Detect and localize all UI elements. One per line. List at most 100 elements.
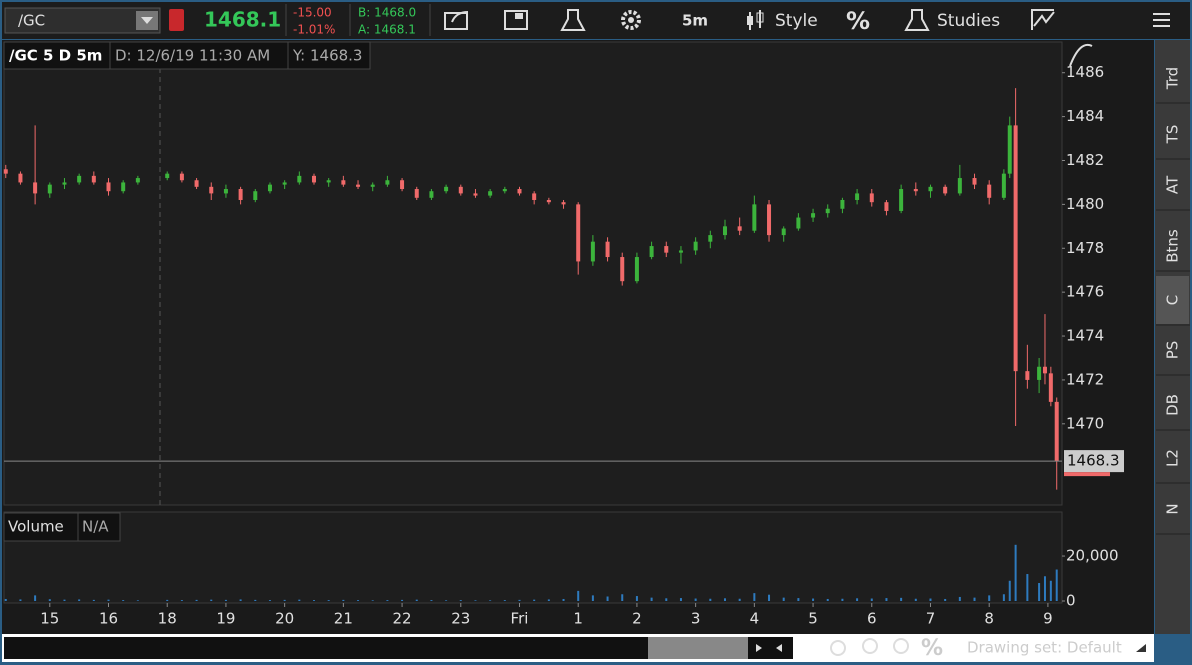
candle-body [576,204,581,262]
flask-button[interactable] [560,9,586,31]
scroll-track[interactable] [4,637,648,659]
volume-bar [679,598,682,601]
style-menu[interactable]: Style [775,11,818,31]
pane-header-box [77,512,121,542]
candle-body [223,189,228,194]
candle-body [312,175,317,183]
pane-header-box [3,512,79,542]
x-tick-label: 7 [926,610,936,628]
volume-bar [210,599,213,601]
candle-body [3,169,8,174]
volume-bar [298,599,301,601]
settings-button[interactable] [621,10,641,30]
y-tick-label: 1486 [1066,63,1104,81]
x-tick-label: 16 [99,610,118,628]
share-button[interactable] [444,11,469,30]
candle-body [209,186,214,194]
candle-body [1001,173,1006,198]
studies-icon [904,9,930,31]
sidebar-tab[interactable]: Btns [1164,229,1182,263]
x-tick-label: 18 [158,610,177,628]
menu-button[interactable] [1153,13,1170,27]
symbol-box[interactable] [4,7,161,34]
interval[interactable]: 5m [682,12,708,30]
sidebar-tab[interactable]: TS [1164,125,1182,145]
x-tick-label: 3 [691,610,701,628]
volume-bar [180,600,183,601]
toolbar [2,2,1190,39]
drawings-button[interactable] [1031,9,1055,30]
sidebar-tab[interactable]: N [1164,503,1182,514]
sidebar-tab[interactable]: Trd [1164,67,1182,90]
candle-body [884,202,889,211]
scroll-arrows[interactable] [748,637,793,659]
candle-body [781,228,786,236]
candle-body [913,189,918,192]
volume-bar [797,598,800,601]
candle-body [1042,366,1047,374]
last-price-label: 1468.3 [1067,452,1120,470]
volume-bar [63,599,66,601]
candle-body [473,193,478,196]
candle-body [899,189,904,211]
y-tick-label: 1472 [1066,370,1104,388]
volume-bar [694,598,697,601]
volume-bar [547,599,550,601]
sidebar-tab[interactable]: L2 [1164,449,1182,467]
x-tick-label: 22 [393,610,412,628]
last-price-underline [1064,472,1110,477]
layout-button[interactable] [504,10,528,30]
volume-bar [1055,569,1058,601]
x-tick-label: 9 [1043,610,1053,628]
candle-body [590,241,595,262]
candle-body [356,184,361,187]
volume-bar [577,590,580,601]
expand-icon[interactable] [1069,44,1093,67]
volume-bar [78,599,81,601]
sidebar-tab[interactable]: PS [1164,341,1182,360]
candle-body [987,184,992,198]
candle-body [796,217,801,229]
candle-body [1037,366,1042,380]
sidebar-tab[interactable]: AT [1164,175,1182,194]
sidebar-tab[interactable]: C [1164,295,1182,305]
candle-body [649,246,654,258]
volume-bar [122,600,125,601]
candle-body [767,204,772,236]
volume-bar [48,599,51,601]
volume-bar [1049,580,1052,601]
candle-body [414,189,419,198]
candle-body [546,199,551,203]
volume-bar [1002,594,1005,601]
candle-body [737,226,742,231]
volume-bar [371,600,374,601]
percent-icon[interactable]: % [921,636,943,661]
alert-badge[interactable] [169,9,184,31]
volume-bar [988,595,991,601]
x-tick-label: 21 [334,610,353,628]
x-tick-label: 2 [632,610,642,628]
axis-corner [1062,605,1154,633]
candle-body [267,184,272,192]
candle-body [91,175,96,183]
candle-body [488,191,493,196]
studies-menu[interactable]: Studies [937,11,1000,31]
volume-bar [812,598,815,601]
candle-body [722,226,727,236]
percent-button[interactable]: % [846,7,870,35]
scroll-thumb[interactable] [648,637,748,659]
sidebar-tab[interactable]: DB [1164,394,1182,416]
drawing-set[interactable]: Drawing set: Default [967,639,1122,657]
style-icon [747,10,764,30]
zoom-icons[interactable] [830,638,909,656]
volume-bar [1038,583,1041,601]
candle-body [517,189,522,194]
candle-body [1048,373,1053,402]
candle-body [708,235,713,242]
sidebar [1155,40,1190,634]
volume-bar [503,600,506,601]
cursor-date: D: 12/6/19 11:30 AM [115,47,270,65]
candle-body [444,186,449,192]
volume-bar [430,600,433,601]
